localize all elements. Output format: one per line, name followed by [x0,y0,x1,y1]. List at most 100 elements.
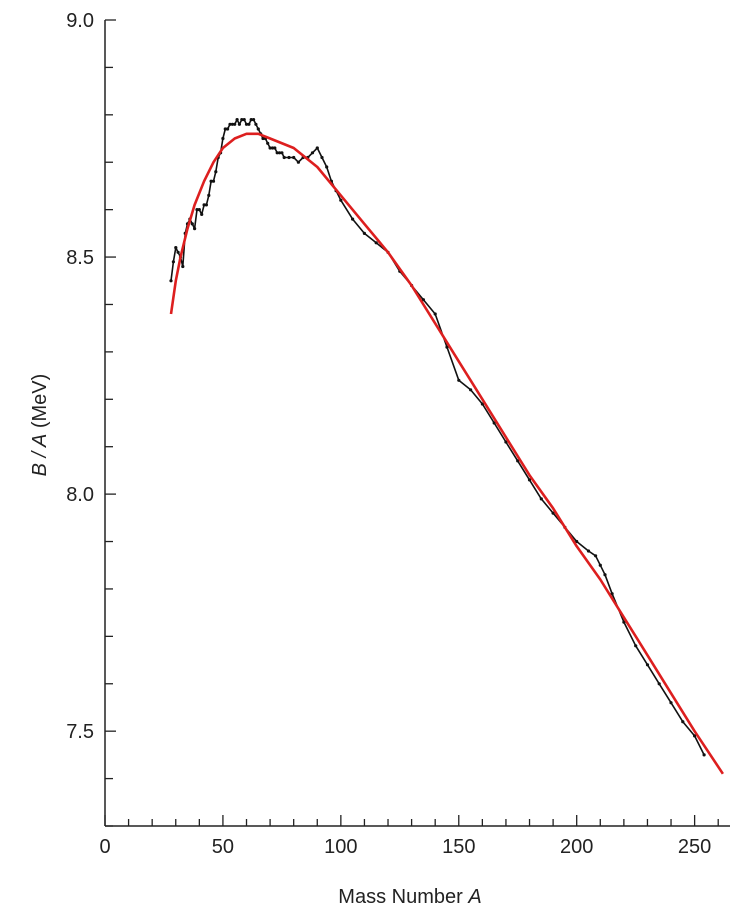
measured-data-point [266,141,270,145]
measured-data-point [603,573,607,577]
measured-data-point [226,127,230,131]
measured-data-point [516,459,520,463]
measured-data-point [237,122,241,126]
measured-data-point [200,212,204,216]
measured-data-point [244,122,249,126]
measured-data-point [457,378,461,382]
y-tick-label: 8.0 [66,484,94,506]
measured-data-point [214,170,218,174]
measured-data-point [171,260,175,264]
measured-data-point [256,127,260,131]
measured-data-point [254,122,258,126]
measured-data-point [504,440,508,444]
measured-data-point [551,511,555,515]
measured-data-point [209,179,213,183]
measured-data-point [233,122,237,126]
measured-data-point [433,312,437,316]
x-tick-labels: 0 50 100 150 200 250 [99,836,711,858]
x-tick-label: 200 [560,836,593,858]
measured-data-point [190,222,194,226]
fit-curve-line [169,132,724,775]
measured-data-point [657,682,661,686]
measured-data-point [261,136,265,141]
measured-data-point [296,160,300,164]
y-tick-labels: 7.5 8.0 8.5 9.0 [66,10,94,743]
measured-data-point [527,478,532,482]
measured-data-point [169,279,173,283]
y-axis-unit: (MeV) [29,374,51,428]
measured-data-point [228,122,232,126]
axes-frame [104,20,730,827]
measured-data-point [268,146,272,150]
measured-data-point [249,118,253,122]
measured-data-point [275,151,279,155]
measured-data-point [211,179,216,183]
measured-data-point [681,720,685,724]
measured-data-point [292,155,296,160]
measured-data-point [193,227,197,231]
measured-data-point [282,155,286,160]
measured-data-point [320,155,324,160]
measured-data-point [273,146,277,150]
measured-data-point [240,118,244,122]
measured-data-point [492,421,496,425]
measured-data-point [586,549,591,553]
x-tick-label: 50 [212,836,234,858]
measured-data-point [325,165,329,169]
measured-data-point [223,127,227,131]
x-tick-label: 0 [99,836,110,858]
measured-data-point [362,231,366,235]
measured-data-point [351,217,355,221]
measured-data-point [277,151,282,155]
y-ticks [105,19,116,827]
series-layer [169,118,724,775]
measured-data-point [594,554,598,558]
measured-data-point [242,118,246,122]
x-ticks [104,815,719,826]
measured-data-point [195,208,199,212]
measured-data-point [480,402,484,406]
measured-data-point [181,264,185,269]
x-axis-label-text: Mass Number [338,886,463,908]
measured-data-point [202,203,206,207]
measured-data-point [645,663,650,667]
measured-data-point [174,246,178,250]
measured-data-point [287,155,291,160]
y-axis-title: B / A (MeV) [29,374,51,477]
measured-data-point [280,151,284,155]
measured-data-line [170,118,705,756]
measured-data-point [539,497,543,501]
measured-data-point [197,208,201,212]
x-tick-label: 250 [678,836,711,858]
measured-data-point [622,620,626,624]
measured-data-point [207,193,211,197]
measured-data-point [270,146,275,150]
x-tick-label: 150 [442,836,475,858]
measured-data-point [469,388,473,392]
measured-data-point [374,241,378,245]
measured-data-point [421,298,425,302]
measured-data-point [315,146,319,150]
measured-data-point [221,136,225,141]
measured-data-point [669,701,673,705]
y-tick-label: 9.0 [66,10,94,32]
measured-data-point [610,592,614,596]
measured-data-point [247,122,251,126]
measured-data-point [235,118,239,122]
measured-data-point [702,753,706,757]
y-tick-label: 8.5 [66,247,94,269]
measured-data-point [445,345,449,349]
y-axis-symbol: B / A [29,434,51,477]
measured-data-point [252,118,256,122]
measured-data-point [339,198,343,202]
x-tick-label: 100 [324,836,357,858]
measured-data-point [598,563,602,567]
measured-data-point [230,122,234,126]
x-axis-title: Mass Number A [338,886,481,908]
measured-data-point [204,203,208,207]
measured-data-point [634,644,638,648]
measured-data-point [176,250,180,254]
measured-data-point [693,734,697,738]
measured-data-point [310,151,315,155]
